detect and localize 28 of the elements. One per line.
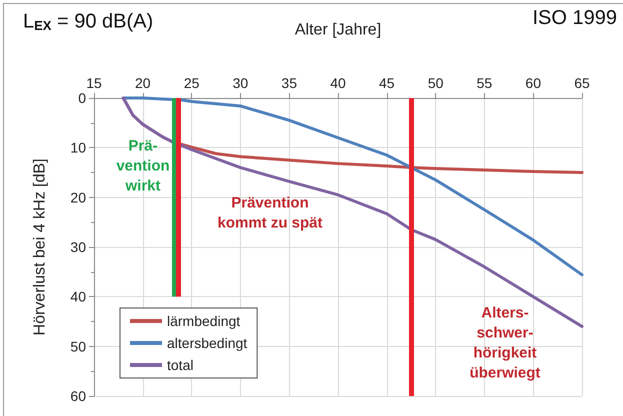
x-tick-label: 40	[330, 75, 346, 91]
annotation: Prä- vention wirkt	[116, 138, 170, 194]
y-tick-label: 0	[78, 90, 86, 106]
text: ISO 1999	[532, 7, 618, 29]
y-tick-label: 50	[70, 338, 86, 354]
x-tick-label: 50	[428, 75, 444, 91]
chart-title: LEX = 90 dB(A)	[23, 10, 154, 33]
legend-label: lärmbedingt	[167, 313, 240, 329]
x-tick-label: 35	[281, 75, 298, 91]
annotation: Alters- schwer- hörigkeit überwiegt	[470, 304, 540, 382]
x-tick-label: 55	[476, 75, 492, 91]
legend-label: total	[167, 357, 194, 373]
y-tick-label: 20	[70, 189, 86, 206]
x-tick-label: 65	[574, 75, 590, 91]
y-tick-label: 40	[70, 288, 86, 305]
y-tick-label: 10	[70, 140, 86, 156]
x-tick-label: 25	[184, 75, 200, 91]
x-tick-label: 30	[232, 75, 248, 91]
x-tick-label: 15	[86, 75, 102, 91]
y-tick-label: 60	[70, 388, 86, 404]
annotation: Prävention kommt zu spät	[217, 194, 323, 232]
x-axis-title: Alter [Jahre]	[294, 22, 382, 38]
x-tick-label: 60	[525, 75, 542, 91]
x-tick-label: 45	[379, 75, 395, 91]
x-tick-label: 20	[135, 75, 151, 91]
y-axis-title: Hörverlust bei 4 kHz [dB]	[32, 158, 48, 336]
legend-label: altersbedingt	[167, 335, 248, 351]
y-tick-label: 30	[70, 239, 86, 255]
